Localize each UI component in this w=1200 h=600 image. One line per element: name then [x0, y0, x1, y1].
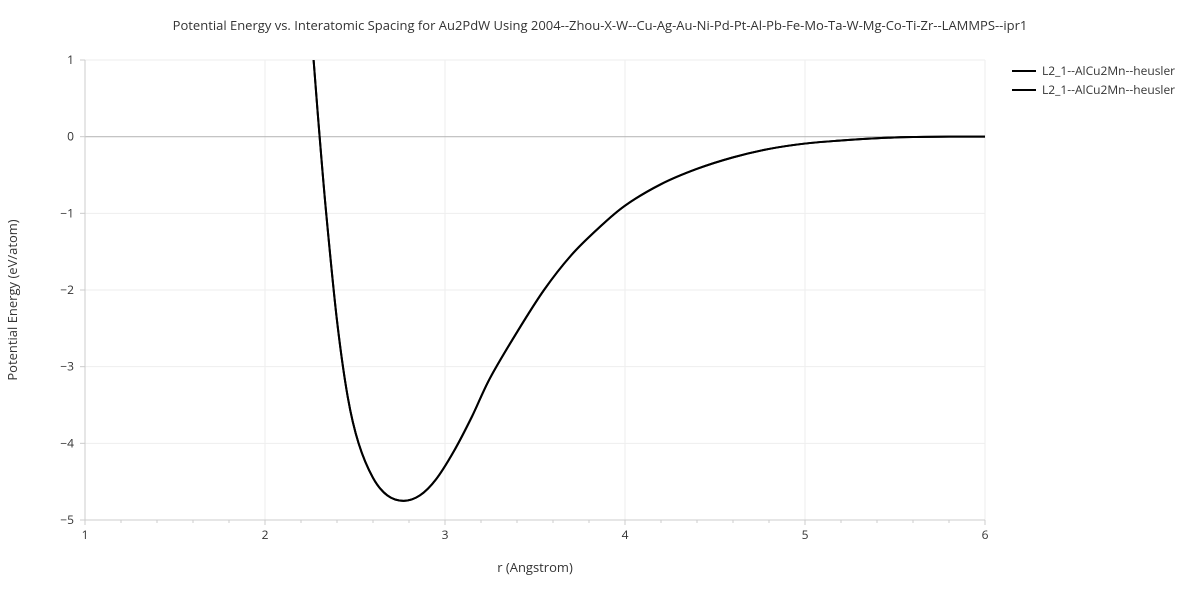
y-tick-label: −4 [60, 434, 74, 451]
x-tick-label: 3 [442, 526, 449, 543]
x-tick-label: 5 [802, 526, 809, 543]
x-tick-label: 1 [82, 526, 89, 543]
y-tick-label: −3 [60, 358, 74, 375]
y-tick-label: −2 [60, 281, 74, 298]
series-line [314, 60, 985, 501]
legend-swatch [1012, 89, 1036, 91]
legend-item[interactable]: L2_1--AlCu2Mn--heusler [1012, 62, 1175, 79]
legend: L2_1--AlCu2Mn--heusler L2_1--AlCu2Mn--heu… [1012, 62, 1175, 100]
x-tick-label: 2 [262, 526, 269, 543]
legend-swatch [1012, 70, 1036, 72]
x-tick-label: 6 [982, 526, 989, 543]
legend-item[interactable]: L2_1--AlCu2Mn--heusler [1012, 81, 1175, 98]
y-tick-label: −1 [60, 204, 74, 221]
y-tick-label: 1 [67, 51, 74, 68]
legend-label: L2_1--AlCu2Mn--heusler [1042, 81, 1175, 98]
legend-label: L2_1--AlCu2Mn--heusler [1042, 62, 1175, 79]
chart-container: Potential Energy vs. Interatomic Spacing… [0, 0, 1200, 600]
x-tick-label: 4 [622, 526, 629, 543]
y-tick-label: 0 [67, 128, 74, 145]
y-tick-label: −5 [60, 511, 74, 528]
series-line [314, 60, 985, 501]
